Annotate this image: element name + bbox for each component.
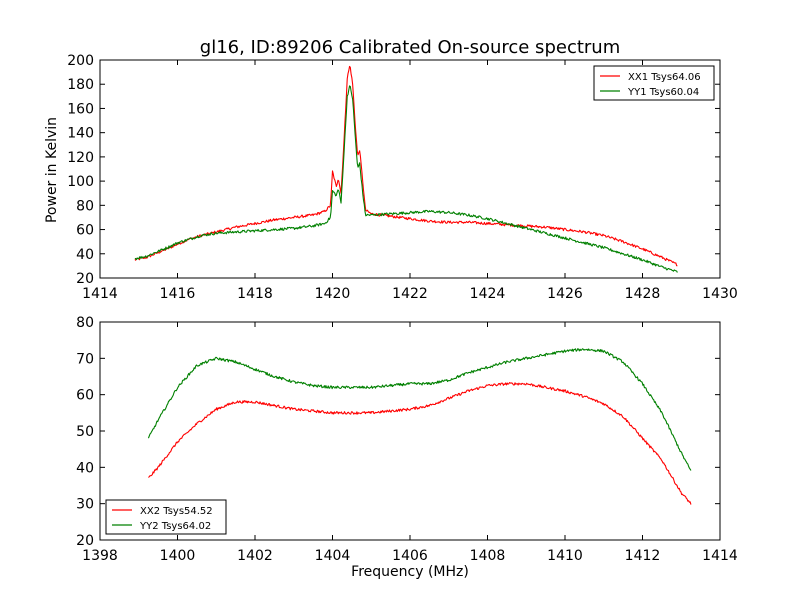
bottom-y-tick-label: 80 — [76, 315, 94, 331]
top-x-tick-label: 1430 — [702, 286, 738, 302]
top-y-tick-label: 140 — [67, 126, 94, 142]
top-y-tick-label: 80 — [76, 198, 94, 214]
bottom-x-tick-label: 1412 — [625, 548, 661, 564]
top-x-tick-label: 1426 — [547, 286, 583, 302]
bottom-x-tick-label: 1408 — [470, 548, 506, 564]
bottom-y-tick-label: 70 — [76, 351, 94, 367]
bottom-x-tick-label: 1400 — [160, 548, 196, 564]
top-legend-box — [593, 65, 715, 101]
top-x-tick-label: 1428 — [625, 286, 661, 302]
top-x-tick-label: 1422 — [392, 286, 428, 302]
top-y-tick-label: 120 — [67, 150, 94, 166]
top-legend-entry: XX1 Tsys64.06 — [628, 72, 701, 83]
bottom-y-tick-label: 50 — [76, 424, 94, 440]
bottom-x-tick-label: 1398 — [82, 548, 118, 564]
top-x-tick-label: 1420 — [315, 286, 351, 302]
bottom-x-tick-label: 1410 — [547, 548, 583, 564]
bottom-x-tick-label: 1406 — [392, 548, 428, 564]
top-legend-entry: YY1 Tsys60.04 — [627, 87, 699, 98]
top-legend: XX1 Tsys64.06 YY1 Tsys60.04 — [593, 65, 715, 101]
bottom-y-tick-label: 20 — [76, 533, 94, 549]
x-axis-label-bottom: Frequency (MHz) — [351, 564, 469, 580]
bottom-y-tick-label: 30 — [76, 497, 94, 513]
top-y-tick-label: 20 — [76, 271, 94, 287]
bottom-y-tick-label: 40 — [76, 460, 94, 476]
top-y-tick-label: 200 — [67, 53, 94, 69]
top-y-tick-label: 100 — [67, 174, 94, 190]
top-y-tick-label: 60 — [76, 223, 94, 239]
top-series-line-1 — [134, 65, 678, 267]
top-x-tick-label: 1418 — [237, 286, 273, 302]
bottom-legend-entry: YY2 Tsys64.02 — [139, 521, 211, 532]
bottom-legend: XX2 Tsys54.52 YY2 Tsys64.02 — [105, 499, 227, 535]
top-y-tick-label: 40 — [76, 247, 94, 263]
top-x-tick-label: 1414 — [82, 286, 118, 302]
bottom-legend-box — [105, 499, 227, 535]
bottom-plot-panel: 1398 1400 1402 1404 1406 1408 1410 1412 1414 20 30… — [76, 315, 738, 564]
top-x-tick-label: 1416 — [160, 286, 196, 302]
bottom-series-line-2 — [147, 348, 692, 471]
top-x-tick-label: 1424 — [470, 286, 506, 302]
bottom-series-line-1 — [148, 381, 692, 505]
bottom-x-tick-label: 1402 — [237, 548, 273, 564]
top-series-line-2 — [134, 85, 678, 273]
top-plot-panel: 1414 1416 1418 1420 1422 1424 1426 1428 1430 20 40… — [67, 53, 738, 302]
top-y-tick-label: 180 — [67, 77, 94, 93]
y-axis-label-top: Power in Kelvin — [44, 117, 60, 223]
bottom-x-tick-label: 1404 — [315, 548, 351, 564]
bottom-y-tick-label: 60 — [76, 388, 94, 404]
bottom-legend-entry: XX2 Tsys54.52 — [140, 506, 213, 517]
top-y-tick-label: 160 — [67, 101, 94, 117]
bottom-x-tick-label: 1414 — [702, 548, 738, 564]
figure-title: gl16, ID:89206 Calibrated On-source spec… — [200, 37, 620, 58]
